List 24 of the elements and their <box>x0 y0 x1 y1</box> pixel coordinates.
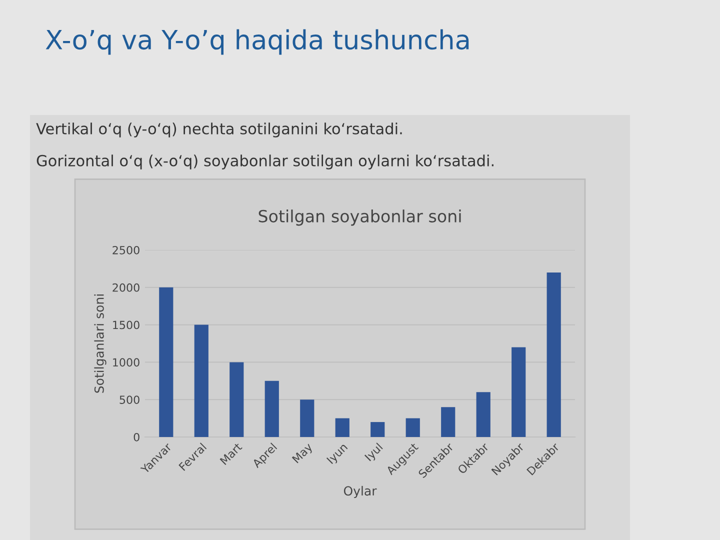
x-axis-title: Oylar <box>344 486 377 498</box>
text: X-o’q va Y-o’q haqida tushuncha <box>46 29 469 55</box>
y-tick-label: 0 <box>134 432 140 442</box>
bar <box>230 362 244 437</box>
text: Vertikal o‘q (y-o‘q) nechta sotilganini ko‘rsatadi. <box>36 122 402 138</box>
bar <box>194 324 208 437</box>
chart-title: Sotilgan soyabonlar soni <box>258 210 461 226</box>
y-axis-title: Sotilganlari soni <box>94 294 106 393</box>
bar <box>335 418 350 437</box>
y-tick-label: 1500 <box>113 320 140 330</box>
bar <box>406 418 420 437</box>
bar <box>441 407 456 437</box>
y-tick-label: 500 <box>120 396 140 404</box>
bar <box>300 400 314 437</box>
y-tick-label: 1000 <box>113 358 140 367</box>
bar <box>159 287 174 437</box>
bar <box>476 392 490 437</box>
bar <box>512 347 526 437</box>
bar <box>264 380 279 437</box>
bar <box>370 422 385 437</box>
bar <box>546 272 561 437</box>
y-tick-label: 2500 <box>112 246 140 254</box>
y-tick-label: 2000 <box>112 283 140 292</box>
text: Gorizontal o‘q (x-o‘q) soyabonlar sotilgan oylarni ko‘rsatadi. <box>36 154 494 170</box>
